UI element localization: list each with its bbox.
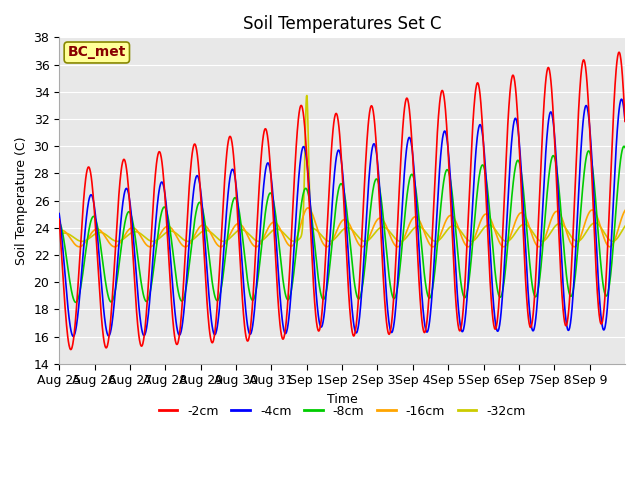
Title: Soil Temperatures Set C: Soil Temperatures Set C <box>243 15 442 33</box>
Legend: -2cm, -4cm, -8cm, -16cm, -32cm: -2cm, -4cm, -8cm, -16cm, -32cm <box>154 400 531 423</box>
Text: BC_met: BC_met <box>68 46 126 60</box>
X-axis label: Time: Time <box>326 393 358 406</box>
Y-axis label: Soil Temperature (C): Soil Temperature (C) <box>15 136 28 265</box>
